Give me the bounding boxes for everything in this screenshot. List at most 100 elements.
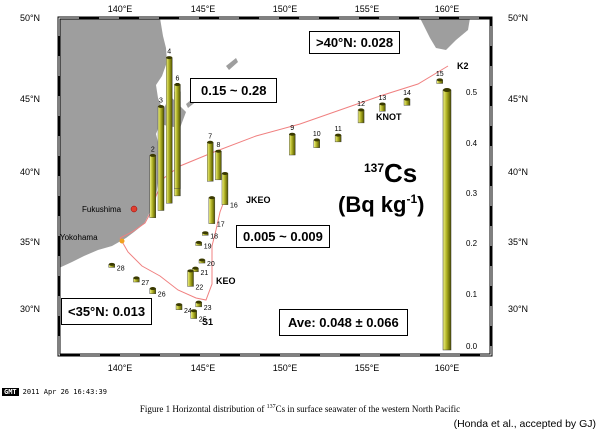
lon-labels-bottom: 140°E 145°E 150°E 155°E 160°E (108, 363, 460, 373)
lon-tick-bottom: 155°E (355, 363, 380, 373)
lon-tick-bottom: 140°E (108, 363, 133, 373)
station-bar-cap (133, 276, 140, 280)
station-id-label: 27 (141, 280, 149, 287)
lat-tick-left: 30°N (20, 304, 40, 314)
station-id-label: 8 (216, 142, 220, 149)
fukushima-label: Fukushima (82, 205, 122, 214)
kamchatka-landmass (420, 18, 470, 50)
k2-label: K2 (457, 61, 469, 71)
station-bar-2 (149, 155, 157, 218)
station-bars: 2345678910111213141516171819202122232425… (108, 49, 444, 324)
station-bar-cap (190, 309, 197, 313)
scale-bar-cap (443, 88, 451, 92)
station-bar-cap (174, 83, 181, 87)
lon-tick-bottom: 150°E (273, 363, 298, 373)
svg-text:137Cs: 137Cs (364, 158, 417, 188)
station-bar-9 (289, 134, 296, 156)
lat-tick-left: 40°N (20, 167, 40, 177)
unit-label: 137Cs (Bq kg-1) (338, 158, 424, 217)
station-id-label: 10 (313, 131, 321, 138)
station-bar-cap (108, 262, 115, 266)
lon-labels-top: 140°E 145°E 150°E 155°E 160°E (108, 4, 460, 14)
station-id-label: 12 (357, 101, 365, 108)
lat-labels-left: 50°N 45°N 40°N 35°N 30°N (20, 13, 40, 314)
station-id-label: 19 (204, 244, 212, 251)
station-id-label: 15 (436, 71, 444, 78)
station-bar-cap (195, 300, 202, 304)
concentration-scale: 0.5 0.4 0.3 0.2 0.1 0.0 (442, 88, 478, 351)
scale-tick-label: 0.2 (466, 239, 478, 248)
station-bar-cap (289, 132, 296, 136)
station-bar-cap (158, 105, 164, 108)
lat-tick-left: 35°N (20, 237, 40, 247)
lon-tick-bottom: 160°E (435, 363, 460, 373)
caption-prefix: Figure 1 Horizontal distribution of (139, 404, 267, 414)
station-id-label: 25 (199, 317, 207, 324)
station-id-label: 9 (290, 125, 294, 132)
station-bar-cap (358, 108, 365, 112)
lon-tick-top: 145°E (191, 4, 216, 14)
station-bar-22 (187, 270, 194, 287)
station-bar-cap (192, 266, 199, 270)
scale-tick-label: 0.4 (466, 139, 478, 148)
station-id-label: 20 (207, 261, 215, 268)
citation: (Honda et al., accepted by GJ) (453, 418, 596, 430)
lat-tick-right: 40°N (508, 167, 528, 177)
gmt-timestamp: 2011 Apr 26 16:43:39 (22, 388, 107, 396)
jkeo-label: JKEO (246, 195, 271, 205)
unit-main: (Bq kg (338, 192, 406, 217)
station-bar-cap (215, 149, 222, 153)
station-id-label: 11 (334, 126, 341, 133)
lat-tick-right: 50°N (508, 13, 528, 23)
station-bar-cap (207, 140, 214, 144)
station-bar-12 (357, 109, 365, 124)
station-bar-4 (165, 57, 173, 204)
station-id-label: 23 (204, 305, 212, 312)
lon-tick-bottom: 145°E (191, 363, 216, 373)
station-bar-7 (206, 142, 214, 182)
yokohama-label: Yokohama (60, 233, 98, 242)
lat-tick-right: 45°N (508, 94, 528, 104)
station-bar-6 (174, 84, 181, 189)
fukushima-marker (130, 205, 138, 213)
keo-label: KEO (216, 276, 236, 286)
station-id-label: 26 (158, 292, 166, 299)
station-id-label: 22 (196, 284, 204, 291)
scale-tick-label: 0.0 (466, 342, 478, 351)
station-bar-cap (335, 133, 342, 137)
isotope-mass: 137 (364, 161, 384, 175)
continent-landmass (59, 18, 160, 150)
gmt-logo: GMT (2, 388, 19, 396)
lon-tick-top: 155°E (355, 4, 380, 14)
station-id-label: 16 (230, 203, 238, 210)
box-south: <35°N: 0.013 (61, 298, 153, 325)
unit-end: ) (417, 192, 424, 217)
station-bar-cap (404, 97, 410, 101)
isotope-symbol: Cs (384, 158, 417, 188)
lat-tick-right: 30°N (508, 304, 528, 314)
lat-tick-left: 45°N (20, 94, 40, 104)
gmt-stamp: GMT 2011 Apr 26 16:43:39 (2, 388, 107, 396)
station-id-label: 28 (117, 265, 125, 272)
box-average: Ave: 0.048 ± 0.066 (279, 309, 408, 336)
station-id-label: 3 (159, 98, 163, 105)
unit-exponent: -1 (406, 192, 417, 206)
yokohama-marker (119, 238, 125, 244)
station-id-label: 18 (210, 233, 218, 240)
station-bar-cap (149, 153, 156, 157)
lon-tick-top: 150°E (273, 4, 298, 14)
station-bar-cap (221, 171, 228, 175)
scale-bar (442, 89, 452, 351)
caption-suffix: Cs in surface seawater of the western No… (275, 404, 461, 414)
station-id-label: 2 (151, 146, 155, 153)
lon-tick-top: 160°E (435, 4, 460, 14)
station-id-label: 24 (184, 308, 192, 315)
station-bar-cap (166, 56, 173, 60)
lat-labels-right: 50°N 45°N 40°N 35°N 30°N (508, 13, 528, 314)
station-id-label: 4 (167, 49, 171, 56)
figure-caption: Figure 1 Horizontal distribution of 137C… (0, 404, 600, 414)
cruise-track (119, 65, 449, 239)
station-bar-cap (176, 303, 183, 307)
scale-tick-label: 0.5 (466, 88, 478, 97)
station-bar-cap (187, 269, 194, 273)
